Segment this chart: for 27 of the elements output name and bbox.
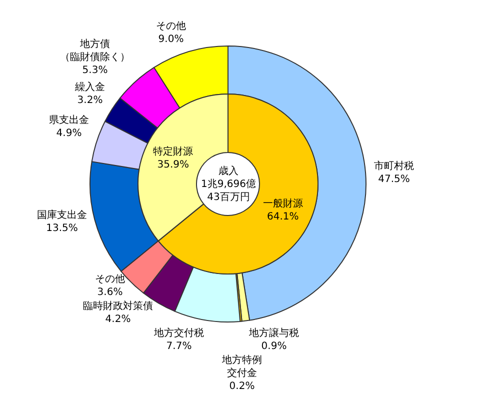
data-label: 9.0% (158, 34, 184, 45)
data-label: 0.2% (229, 381, 255, 392)
slice-label: 繰入金 (74, 81, 105, 93)
text: 歳入 1兆9,696億 43百万円 (201, 165, 256, 203)
slice-label: 臨時財政対策債 (83, 300, 153, 312)
slice-label: 特定財源 (153, 145, 194, 158)
slice-label: 地方特例交付金 (221, 354, 262, 379)
slice-label: 国庫支出金 (37, 209, 87, 221)
slice-label: 地方譲与税 (248, 327, 299, 339)
data-label: 47.5% (378, 174, 410, 185)
data-label: 4.2% (105, 314, 131, 325)
slice-label: その他 (95, 273, 125, 285)
data-label: 35.9% (157, 159, 190, 170)
data-label: 3.6% (97, 287, 123, 298)
slice-label: 市町村税 (374, 160, 414, 172)
data-label: 64.1% (266, 212, 299, 223)
slice-label: 地方交付税 (153, 327, 204, 339)
slice-label: その他 (156, 20, 186, 32)
data-label: 0.9% (261, 341, 287, 352)
slice-label: 一般財源 (262, 198, 303, 210)
data-label: 5.3% (82, 65, 108, 76)
slice-label: 地方債（臨財債除く） (60, 38, 130, 63)
data-label: 13.5% (46, 223, 78, 234)
data-label: 3.2% (77, 95, 103, 106)
data-label: 7.7% (166, 341, 192, 352)
slice-label: 県支出金 (49, 114, 89, 126)
data-label: 4.9% (56, 128, 82, 139)
